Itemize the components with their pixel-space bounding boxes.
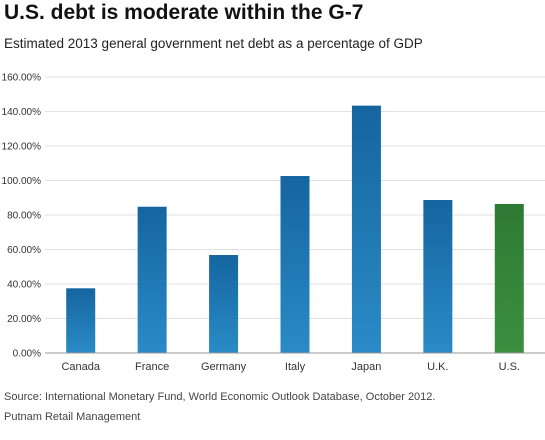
chart-title: U.S. debt is moderate within the G-7 xyxy=(4,1,364,24)
y-tick-label: 140.00% xyxy=(2,107,42,118)
bar-germany xyxy=(209,255,239,353)
bar-u-k xyxy=(423,199,453,353)
y-tick-label: 60.00% xyxy=(7,245,41,256)
bars xyxy=(66,105,524,353)
credit-note: Putnam Retail Management xyxy=(4,411,141,423)
bar-u-s xyxy=(494,203,524,353)
y-tick-label: 100.00% xyxy=(2,176,42,187)
bar-france xyxy=(137,206,167,353)
source-note: Source: International Monetary Fund, Wor… xyxy=(4,391,436,403)
x-category-label: Italy xyxy=(285,361,306,373)
y-tick-label: 20.00% xyxy=(7,314,41,325)
x-category-label: Japan xyxy=(351,361,381,373)
y-tick-label: 40.00% xyxy=(7,280,41,291)
bar-italy xyxy=(280,176,310,353)
chart-subtitle: Estimated 2013 general government net de… xyxy=(4,36,423,51)
x-category-label: Canada xyxy=(61,361,100,373)
y-tick-label: 120.00% xyxy=(2,142,42,153)
y-tick-label: 80.00% xyxy=(7,211,41,222)
bar-canada xyxy=(66,288,96,353)
x-category-label: U.S. xyxy=(499,361,520,373)
x-category-label: France xyxy=(135,361,169,373)
gridlines xyxy=(45,76,545,319)
y-tick-label: 160.00% xyxy=(2,73,42,84)
x-category-label: U.K. xyxy=(427,361,448,373)
x-category-label: Germany xyxy=(201,361,247,373)
y-tick-label: 0.00% xyxy=(13,349,41,360)
labels: 0.00% 20.00% 40.00% 60.00% 80.00% 100.00% 120.… xyxy=(2,73,520,374)
bar-japan xyxy=(351,105,381,353)
